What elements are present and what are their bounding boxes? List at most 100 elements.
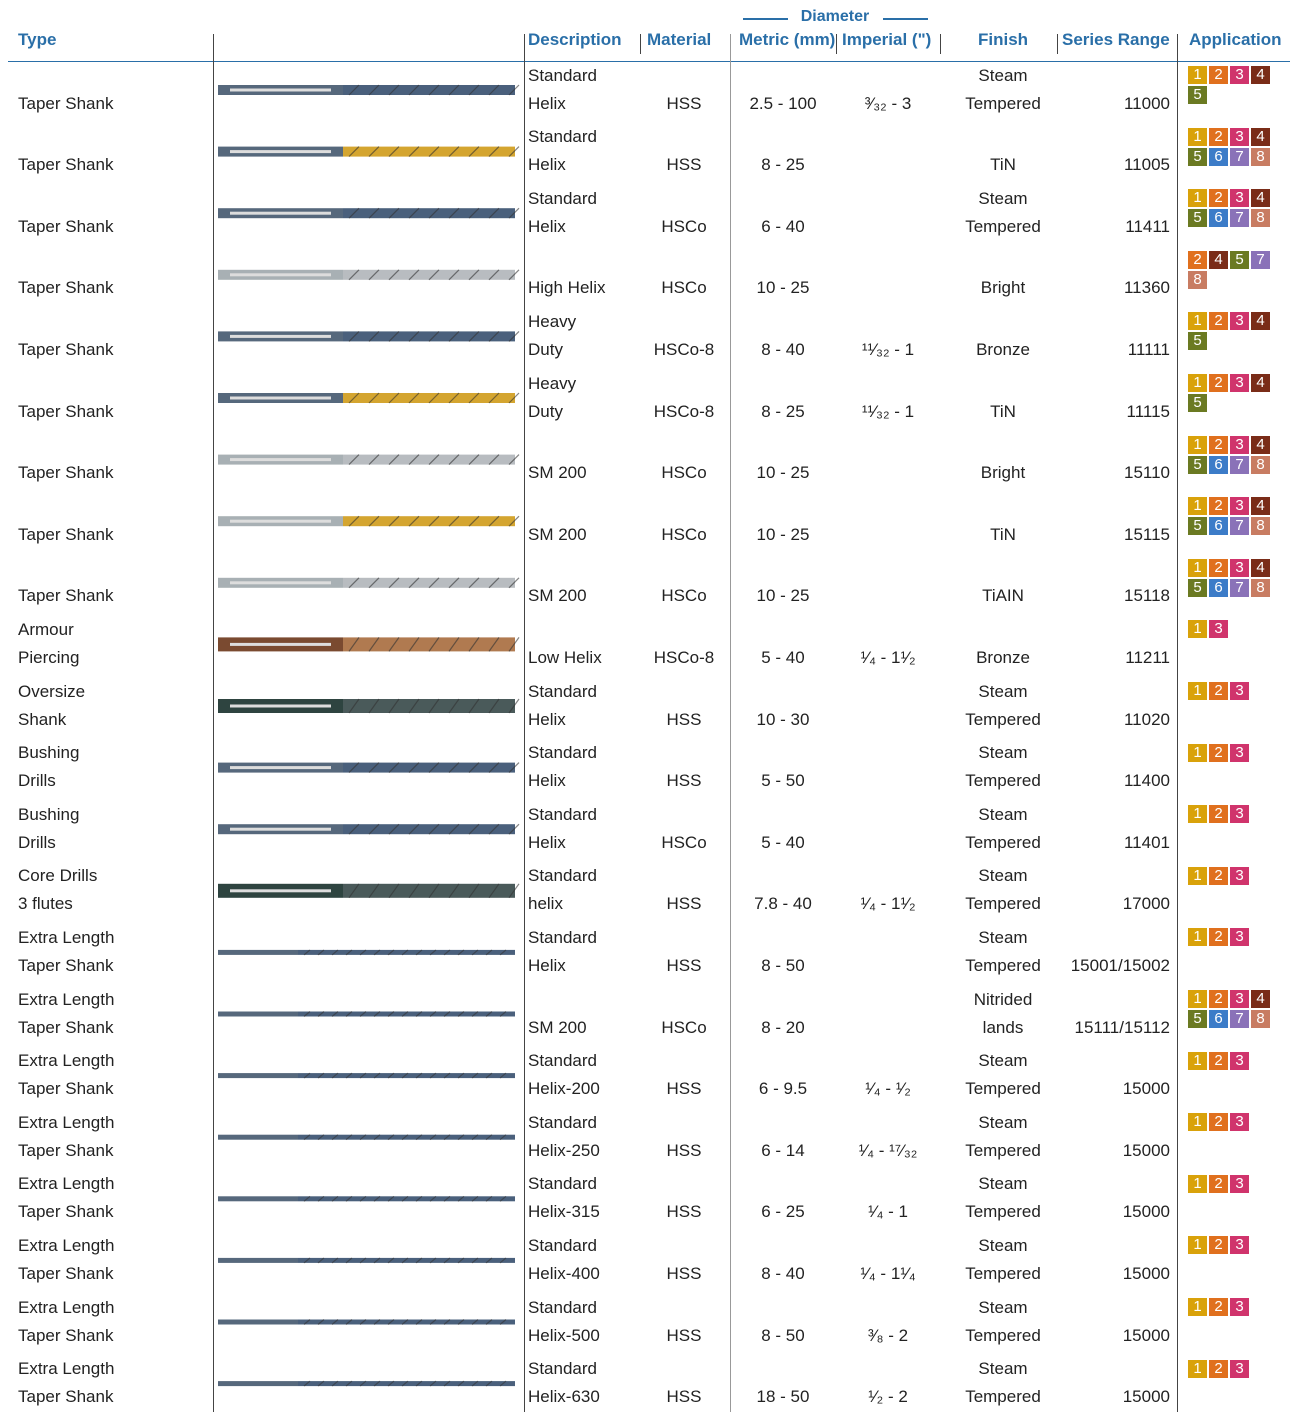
application-badge: 3 bbox=[1230, 1359, 1249, 1378]
application-badge: 8 bbox=[1251, 1010, 1270, 1028]
metric-cell: 6 - 40 bbox=[761, 216, 805, 236]
drill-part bbox=[428, 392, 440, 404]
finish-cell: Steam Tempered bbox=[965, 1112, 1041, 1160]
drill-part bbox=[471, 1134, 479, 1141]
drill-part bbox=[401, 1011, 409, 1017]
drill-part bbox=[317, 1072, 325, 1079]
description-cell: SM 200 bbox=[528, 1017, 587, 1037]
type-cell: Taper Shank bbox=[18, 155, 114, 175]
drill-part bbox=[471, 1319, 479, 1325]
drill-part bbox=[298, 1196, 515, 1202]
application-badge: 5 bbox=[1188, 147, 1207, 166]
material-cell: HSCo-8 bbox=[653, 339, 715, 359]
application-badge: 2 bbox=[1188, 250, 1207, 269]
drill-part bbox=[368, 762, 380, 774]
finish-cell: TiN bbox=[990, 524, 1016, 544]
drill-part bbox=[488, 577, 500, 589]
application-badge: 8 bbox=[1251, 455, 1270, 474]
finish-cell: Steam Tempered bbox=[965, 804, 1041, 852]
description-cell: SM 200 bbox=[528, 463, 587, 483]
drill-part bbox=[499, 949, 507, 956]
drill-part bbox=[343, 269, 515, 280]
drill-part bbox=[428, 454, 440, 466]
finish-cell: Bright bbox=[980, 278, 1026, 298]
type-cell: Bushing Drills bbox=[18, 743, 80, 791]
application-badge: 1 bbox=[1188, 1298, 1207, 1316]
drill-part bbox=[345, 949, 353, 956]
drill-part bbox=[348, 577, 360, 589]
drill-part bbox=[499, 1011, 507, 1017]
application-badge: 5 bbox=[1188, 578, 1207, 597]
application-badge: 2 bbox=[1209, 682, 1228, 700]
description-cell: Standard Helix bbox=[528, 743, 597, 791]
drill-part bbox=[368, 84, 380, 96]
drill-part bbox=[345, 1319, 353, 1325]
type-cell: Extra Length Taper Shank bbox=[18, 1112, 115, 1160]
metric-cell: 8 - 50 bbox=[761, 1325, 805, 1345]
drill-part bbox=[387, 949, 395, 956]
drill-part bbox=[359, 1134, 367, 1141]
type-cell: Extra Length Taper Shank bbox=[18, 1174, 115, 1222]
drill-part bbox=[230, 519, 331, 523]
material-cell: HSS bbox=[666, 771, 702, 791]
finish-cell: TiN bbox=[990, 155, 1016, 175]
finish-cell: Bright bbox=[980, 463, 1026, 483]
drill-part bbox=[448, 637, 460, 652]
drill-part bbox=[387, 1011, 395, 1017]
application-badge: 3 bbox=[1230, 743, 1249, 762]
type-cell: Extra Length Taper Shank bbox=[18, 1297, 115, 1345]
drill-part bbox=[218, 1257, 298, 1263]
application-badge: 2 bbox=[1209, 1113, 1228, 1132]
application-badge: 7 bbox=[1251, 250, 1270, 269]
drill-part bbox=[368, 698, 380, 714]
drill-part bbox=[443, 1319, 451, 1325]
application-badge: 3 bbox=[1230, 1298, 1249, 1316]
drill-part bbox=[408, 454, 420, 466]
drill-part bbox=[508, 84, 520, 96]
drill-part bbox=[508, 269, 520, 281]
application-badge: 3 bbox=[1230, 1051, 1249, 1070]
drill-part bbox=[345, 1011, 353, 1017]
drill-part bbox=[317, 1380, 325, 1387]
imperial-cell: ³⁄₃₂ - 3 bbox=[864, 93, 912, 113]
series-cell: 11020 bbox=[1123, 709, 1170, 729]
drill-part bbox=[345, 1072, 353, 1079]
drill-part bbox=[230, 396, 331, 400]
diameter-rule bbox=[883, 18, 928, 20]
drill-part bbox=[317, 949, 325, 956]
drill-part bbox=[499, 1380, 507, 1387]
series-cell: 15000 bbox=[1122, 1202, 1170, 1222]
drill-part bbox=[345, 1195, 353, 1202]
application-badge: 2 bbox=[1209, 1236, 1228, 1255]
drill-part bbox=[317, 1134, 325, 1141]
application-badge: 2 bbox=[1209, 866, 1228, 885]
drill-part bbox=[331, 1195, 339, 1202]
drill-part bbox=[230, 642, 331, 646]
drill-part bbox=[488, 823, 500, 835]
finish-cell: Steam Tempered bbox=[965, 927, 1041, 975]
drill-part bbox=[415, 1257, 423, 1264]
drill-part bbox=[508, 823, 520, 835]
series-cell: 17000 bbox=[1122, 894, 1170, 914]
application-badge: 8 bbox=[1251, 209, 1270, 228]
drill-part bbox=[303, 1072, 311, 1079]
imperial-cell bbox=[838, 924, 938, 980]
drill-part bbox=[348, 762, 360, 774]
material-cell: HSCo bbox=[661, 586, 707, 606]
divider bbox=[940, 34, 941, 54]
metric-cell: 8 - 25 bbox=[761, 155, 805, 175]
drill-part bbox=[457, 949, 465, 956]
application-badge: 1 bbox=[1188, 497, 1207, 516]
drill-part bbox=[488, 762, 500, 774]
drill-part bbox=[428, 823, 440, 835]
application-badge: 4 bbox=[1251, 66, 1270, 84]
drill-part bbox=[468, 207, 480, 219]
imperial-cell: ¹⁄₄ - ¹⁄₂ bbox=[865, 1079, 911, 1099]
drill-part bbox=[368, 515, 380, 527]
application-badge: 4 bbox=[1251, 990, 1270, 1008]
drill-part bbox=[401, 1319, 409, 1325]
type-cell: Armour Piercing bbox=[18, 619, 80, 667]
drill-part bbox=[373, 1195, 381, 1202]
drill-part bbox=[408, 330, 420, 342]
drill-part bbox=[415, 1195, 423, 1202]
